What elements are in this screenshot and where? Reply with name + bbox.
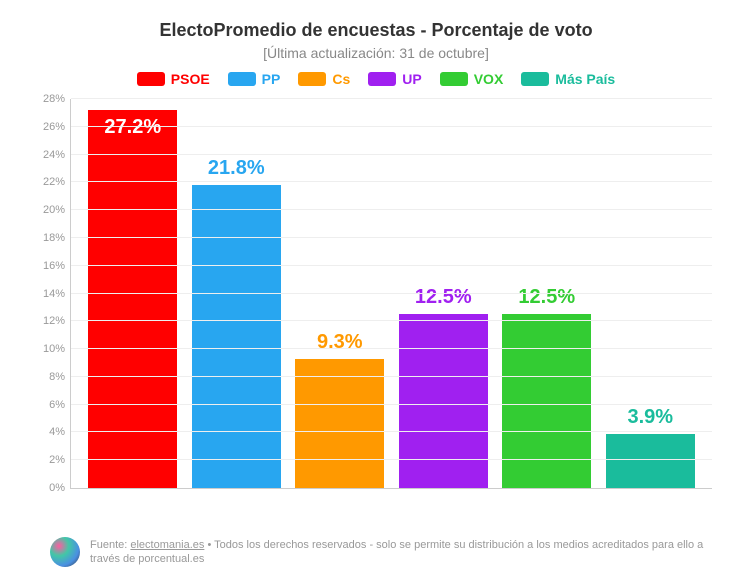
source-label: Fuente: <box>90 539 127 551</box>
chart-title: ElectoPromedio de encuestas - Porcentaje… <box>20 20 732 41</box>
legend-swatch <box>298 72 326 86</box>
legend-item: Más País <box>521 71 615 87</box>
bar: 3.9% <box>606 434 695 488</box>
bar-value-label: 3.9% <box>627 406 673 429</box>
bar-wrap: 27.2% <box>81 99 185 488</box>
chart-legend: PSOE PP Cs UP VOX Más País <box>20 71 732 87</box>
grid-line <box>71 126 712 127</box>
bar-wrap: 9.3% <box>288 99 392 488</box>
bar-value-label: 9.3% <box>317 331 363 354</box>
grid-line <box>71 154 712 155</box>
grid-line <box>71 265 712 266</box>
y-axis-label: 0% <box>31 482 65 494</box>
grid-line <box>71 404 712 405</box>
bar-wrap: 3.9% <box>599 99 703 488</box>
y-axis-label: 16% <box>31 260 65 272</box>
legend-swatch <box>440 72 468 86</box>
bar-wrap: 21.8% <box>185 99 289 488</box>
legend-label: UP <box>402 71 421 87</box>
grid-line <box>71 459 712 460</box>
bar: 12.5% <box>502 314 591 488</box>
y-axis-label: 2% <box>31 454 65 466</box>
bar: 9.3% <box>295 359 384 488</box>
bar-wrap: 12.5% <box>495 99 599 488</box>
source-link[interactable]: electomania.es <box>130 539 204 551</box>
legend-swatch <box>521 72 549 86</box>
y-axis-label: 10% <box>31 343 65 355</box>
grid-line <box>71 376 712 377</box>
legend-swatch <box>228 72 256 86</box>
legend-item: PSOE <box>137 71 210 87</box>
source-text: Fuente: electomania.es • Todos los derec… <box>90 538 732 567</box>
grid-line <box>71 348 712 349</box>
y-axis-label: 8% <box>31 371 65 383</box>
chart-bars: 27.2%21.8%9.3%12.5%12.5%3.9% <box>71 99 712 488</box>
y-axis-label: 28% <box>31 93 65 105</box>
grid-line <box>71 209 712 210</box>
y-axis-label: 12% <box>31 315 65 327</box>
legend-label: Más País <box>555 71 615 87</box>
y-axis-label: 22% <box>31 176 65 188</box>
bar-wrap: 12.5% <box>392 99 496 488</box>
legend-label: Cs <box>332 71 350 87</box>
y-axis-label: 6% <box>31 399 65 411</box>
bar: 21.8% <box>192 185 281 488</box>
chart-footer: Fuente: electomania.es • Todos los derec… <box>50 537 732 567</box>
source-logo-icon <box>50 537 80 567</box>
legend-label: PSOE <box>171 71 210 87</box>
chart-container: ElectoPromedio de encuestas - Porcentaje… <box>0 0 752 577</box>
grid-line <box>71 431 712 432</box>
grid-line <box>71 181 712 182</box>
legend-item: VOX <box>440 71 504 87</box>
y-axis-label: 20% <box>31 204 65 216</box>
bar-value-label: 12.5% <box>518 286 575 309</box>
y-axis-label: 18% <box>31 232 65 244</box>
y-axis-label: 24% <box>31 149 65 161</box>
bar-value-label: 21.8% <box>208 157 265 180</box>
legend-item: PP <box>228 71 281 87</box>
grid-line <box>71 237 712 238</box>
chart-subtitle: [Última actualización: 31 de octubre] <box>20 45 732 61</box>
chart-plot-area: 27.2%21.8%9.3%12.5%12.5%3.9% 0%2%4%6%8%1… <box>70 99 712 489</box>
y-axis-label: 14% <box>31 288 65 300</box>
y-axis-label: 4% <box>31 426 65 438</box>
legend-item: UP <box>368 71 421 87</box>
grid-line <box>71 320 712 321</box>
bar-value-label: 12.5% <box>415 286 472 309</box>
bar-value-label: 27.2% <box>104 116 161 139</box>
legend-item: Cs <box>298 71 350 87</box>
bar: 12.5% <box>399 314 488 488</box>
grid-line <box>71 293 712 294</box>
legend-swatch <box>368 72 396 86</box>
legend-label: VOX <box>474 71 504 87</box>
legend-swatch <box>137 72 165 86</box>
y-axis-label: 26% <box>31 121 65 133</box>
legend-label: PP <box>262 71 281 87</box>
grid-line <box>71 98 712 99</box>
